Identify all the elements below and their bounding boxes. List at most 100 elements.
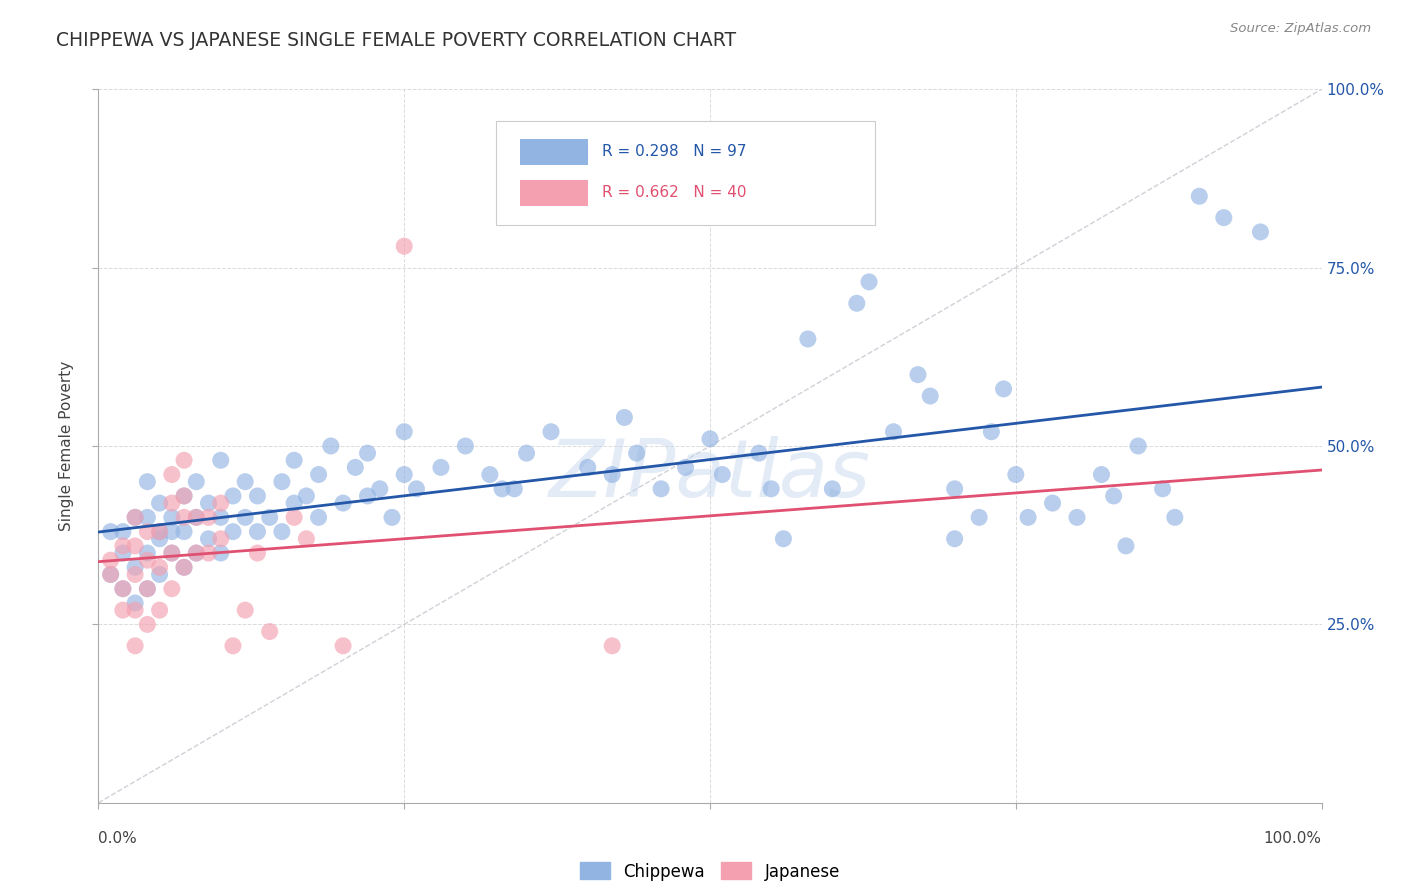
Point bbox=[283, 453, 305, 467]
Point bbox=[650, 482, 672, 496]
Point bbox=[381, 510, 404, 524]
Point bbox=[100, 553, 122, 567]
Point bbox=[332, 496, 354, 510]
Point bbox=[356, 446, 378, 460]
Point bbox=[124, 567, 146, 582]
Point bbox=[173, 453, 195, 467]
Text: 100.0%: 100.0% bbox=[1264, 831, 1322, 846]
Point bbox=[233, 475, 256, 489]
Point bbox=[711, 467, 734, 482]
Point bbox=[222, 489, 245, 503]
Point bbox=[1102, 489, 1125, 503]
Point bbox=[160, 496, 183, 510]
Point bbox=[136, 553, 159, 567]
Point bbox=[100, 524, 122, 539]
Point bbox=[332, 639, 354, 653]
Text: 0.0%: 0.0% bbox=[98, 831, 138, 846]
Point bbox=[883, 425, 905, 439]
Point bbox=[626, 446, 648, 460]
Point bbox=[344, 460, 367, 475]
Point bbox=[308, 467, 330, 482]
Point bbox=[111, 603, 134, 617]
Point bbox=[392, 239, 416, 253]
Point bbox=[430, 460, 453, 475]
Point bbox=[222, 639, 245, 653]
Point bbox=[967, 510, 990, 524]
Point bbox=[136, 546, 159, 560]
Point bbox=[600, 639, 623, 653]
Point bbox=[149, 532, 172, 546]
Point bbox=[136, 524, 159, 539]
Point bbox=[111, 539, 134, 553]
Point bbox=[160, 524, 183, 539]
Point bbox=[259, 624, 281, 639]
Point bbox=[503, 482, 526, 496]
Point bbox=[209, 453, 232, 467]
Point bbox=[124, 560, 146, 574]
Point bbox=[222, 524, 245, 539]
Point bbox=[233, 603, 256, 617]
Point bbox=[319, 439, 342, 453]
Point bbox=[197, 510, 219, 524]
Point bbox=[761, 482, 783, 496]
Point bbox=[246, 524, 269, 539]
Point bbox=[1188, 189, 1211, 203]
Point bbox=[186, 546, 208, 560]
Point bbox=[613, 410, 636, 425]
Point bbox=[772, 532, 794, 546]
Point bbox=[980, 425, 1002, 439]
Point bbox=[173, 560, 195, 574]
Point bbox=[173, 524, 195, 539]
Point bbox=[124, 603, 146, 617]
Point bbox=[186, 546, 208, 560]
Point bbox=[821, 482, 844, 496]
Point bbox=[149, 524, 172, 539]
Point bbox=[748, 446, 770, 460]
Point bbox=[943, 482, 966, 496]
Point bbox=[1115, 539, 1137, 553]
Y-axis label: Single Female Poverty: Single Female Poverty bbox=[59, 361, 75, 531]
Point bbox=[270, 475, 294, 489]
Point bbox=[699, 432, 721, 446]
Point bbox=[136, 475, 159, 489]
Point bbox=[136, 582, 159, 596]
Point bbox=[209, 532, 232, 546]
Point bbox=[392, 425, 416, 439]
Point bbox=[283, 510, 305, 524]
Point bbox=[515, 446, 537, 460]
Point bbox=[124, 539, 146, 553]
Point bbox=[209, 546, 232, 560]
Point bbox=[149, 560, 172, 574]
Point bbox=[173, 489, 195, 503]
Point bbox=[920, 389, 942, 403]
Point bbox=[111, 546, 134, 560]
Text: R = 0.662   N = 40: R = 0.662 N = 40 bbox=[602, 186, 747, 200]
Point bbox=[149, 603, 172, 617]
Point bbox=[1004, 467, 1026, 482]
Point bbox=[173, 489, 195, 503]
Point bbox=[1017, 510, 1039, 524]
Point bbox=[246, 489, 269, 503]
Point bbox=[124, 510, 146, 524]
Point bbox=[160, 467, 183, 482]
Point bbox=[1066, 510, 1088, 524]
Point bbox=[160, 510, 183, 524]
Point bbox=[1042, 496, 1064, 510]
Point bbox=[295, 489, 318, 503]
Point bbox=[100, 567, 122, 582]
Point bbox=[797, 332, 820, 346]
Text: CHIPPEWA VS JAPANESE SINGLE FEMALE POVERTY CORRELATION CHART: CHIPPEWA VS JAPANESE SINGLE FEMALE POVER… bbox=[56, 31, 737, 50]
Point bbox=[845, 296, 868, 310]
Point bbox=[209, 510, 232, 524]
Point bbox=[111, 582, 134, 596]
Point bbox=[907, 368, 929, 382]
FancyBboxPatch shape bbox=[496, 121, 875, 225]
Point bbox=[540, 425, 562, 439]
Point bbox=[186, 510, 208, 524]
Point bbox=[392, 467, 416, 482]
Point bbox=[100, 567, 122, 582]
Point bbox=[197, 496, 219, 510]
Point bbox=[136, 582, 159, 596]
Point bbox=[173, 510, 195, 524]
Point bbox=[124, 639, 146, 653]
